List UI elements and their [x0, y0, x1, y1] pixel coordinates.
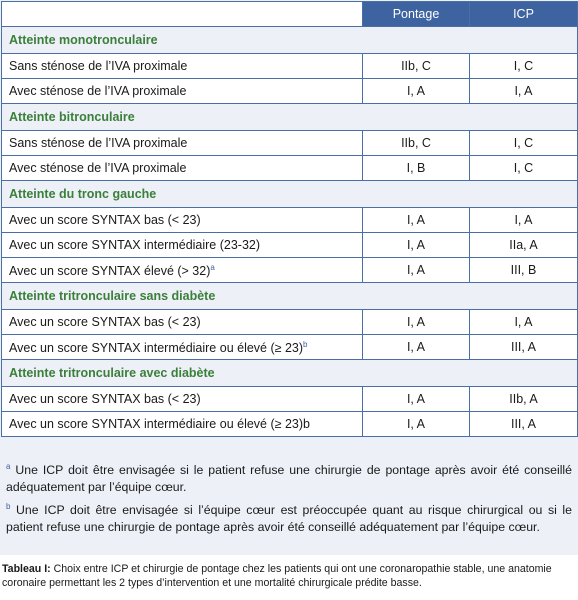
table-row: Avec un score SYNTAX intermédiaire (23-3… — [1, 232, 578, 258]
row-label: Avec un score SYNTAX bas (< 23) — [9, 213, 201, 227]
row-label: Avec un score SYNTAX élevé (> 32) — [9, 263, 211, 278]
icp-value: I, A — [469, 309, 578, 335]
row-label-cell: Avec sténose de l’IVA proximale — [1, 155, 363, 181]
footnotes: a Une ICP doit être envisagée si le pati… — [6, 458, 572, 538]
icp-value: IIb, A — [469, 386, 578, 412]
table-row: Avec un score SYNTAX intermédiaire ou él… — [1, 334, 578, 360]
section-title: Atteinte tritronculaire sans diabète — [1, 282, 578, 310]
icp-value: I, A — [469, 207, 578, 233]
section-title: Atteinte monotronculaire — [1, 26, 578, 54]
table-row: Avec sténose de l’IVA proximale I, A I, A — [1, 78, 578, 104]
pontage-value: I, A — [362, 232, 470, 258]
pontage-value: I, A — [362, 78, 470, 104]
row-label-cell: Sans sténose de l’IVA proximale — [1, 53, 363, 79]
row-label: Avec un score SYNTAX bas (< 23) — [9, 315, 201, 329]
row-label-cell: Avec sténose de l’IVA proximale — [1, 78, 363, 104]
table-row: Avec un score SYNTAX élevé (> 32)a I, A II… — [1, 257, 578, 283]
footnote-reference: a — [210, 262, 215, 272]
section-row: Atteinte monotronculaire — [1, 26, 578, 54]
footnote-a: a Une ICP doit être envisagée si le pati… — [6, 458, 572, 496]
icp-value: III, B — [469, 257, 578, 283]
pontage-value: I, A — [362, 309, 470, 335]
footnote-mark: a — [6, 462, 11, 471]
table-row: Avec un score SYNTAX bas (< 23) I, A I, A — [1, 309, 578, 335]
icp-value: IIa, A — [469, 232, 578, 258]
caption-text: Choix entre ICP et chirurgie de pontage … — [2, 563, 552, 589]
row-label: Avec sténose de l’IVA proximale — [9, 161, 187, 175]
header-icp: ICP — [469, 1, 578, 27]
icp-value: I, C — [469, 155, 578, 181]
table-row: Sans sténose de l’IVA proximale IIb, C I, … — [1, 53, 578, 79]
row-label-cell: Avec un score SYNTAX bas (< 23) — [1, 207, 363, 233]
table-row: Avec sténose de l’IVA proximale I, B I, C — [1, 155, 578, 181]
table-caption: Tableau I: Choix entre ICP et chirurgie … — [2, 563, 576, 590]
icp-value: I, C — [469, 53, 578, 79]
icp-value: I, A — [469, 78, 578, 104]
caption-label: Tableau I: — [2, 563, 51, 575]
footnote-text: Une ICP doit être envisagée si l’équipe … — [6, 503, 572, 534]
pontage-value: I, A — [362, 257, 470, 283]
row-label-cell: Avec un score SYNTAX élevé (> 32)a — [1, 257, 363, 283]
section-row: Atteinte tritronculaire avec diabète — [1, 359, 578, 387]
icp-value: III, A — [469, 411, 578, 437]
pontage-value: I, A — [362, 386, 470, 412]
icp-value: III, A — [469, 334, 578, 360]
table-panel: Pontage ICP Atteinte monotronculaire Sans… — [0, 0, 578, 555]
footnote-b: b Une ICP doit être envisagée si l’équip… — [6, 498, 572, 536]
pontage-value: I, A — [362, 207, 470, 233]
pontage-value: I, B — [362, 155, 470, 181]
section-title: Atteinte tritronculaire avec diabète — [1, 359, 578, 387]
table-header-row: Pontage ICP — [1, 1, 578, 27]
row-label-cell: Avec un score SYNTAX bas (< 23) — [1, 386, 363, 412]
section-title: Atteinte bitronculaire — [1, 103, 578, 131]
table-body: Atteinte monotronculaire Sans sténose de … — [1, 26, 578, 437]
row-label: Avec sténose de l’IVA proximale — [9, 84, 187, 98]
footnote-mark: b — [6, 502, 11, 511]
row-label: Sans sténose de l’IVA proximale — [9, 136, 188, 150]
recommendation-table: Pontage ICP Atteinte monotronculaire Sans… — [1, 1, 578, 437]
footnote-text: Une ICP doit être envisagée si le patien… — [6, 463, 572, 494]
row-label: Avec un score SYNTAX bas (< 23) — [9, 392, 201, 406]
row-label-cell: Avec un score SYNTAX intermédiaire ou él… — [1, 334, 363, 360]
pontage-value: IIb, C — [362, 130, 470, 156]
icp-value: I, C — [469, 130, 578, 156]
section-row: Atteinte du tronc gauche — [1, 180, 578, 208]
section-row: Atteinte tritronculaire sans diabète — [1, 282, 578, 310]
table-row: Avec un score SYNTAX bas (< 23) I, A I, A — [1, 207, 578, 233]
pontage-value: IIb, C — [362, 53, 470, 79]
row-label-cell: Avec un score SYNTAX intermédiaire ou él… — [1, 411, 363, 437]
row-label-cell: Sans sténose de l’IVA proximale — [1, 130, 363, 156]
header-blank-cell — [1, 1, 363, 27]
pontage-value: I, A — [362, 334, 470, 360]
header-pontage: Pontage — [362, 1, 470, 27]
row-label: Avec un score SYNTAX intermédiaire (23-3… — [9, 238, 261, 252]
row-label-cell: Avec un score SYNTAX intermédiaire (23-3… — [1, 232, 363, 258]
table-row: Sans sténose de l’IVA proximale IIb, C I, … — [1, 130, 578, 156]
table-row: Avec un score SYNTAX bas (< 23) I, A IIb, … — [1, 386, 578, 412]
section-row: Atteinte bitronculaire — [1, 103, 578, 131]
section-title: Atteinte du tronc gauche — [1, 180, 578, 208]
row-label: Avec un score SYNTAX intermédiaire ou él… — [9, 417, 310, 431]
pontage-value: I, A — [362, 411, 470, 437]
table-row: Avec un score SYNTAX intermédiaire ou él… — [1, 411, 578, 437]
row-label-cell: Avec un score SYNTAX bas (< 23) — [1, 309, 363, 335]
row-label: Avec un score SYNTAX intermédiaire ou él… — [9, 340, 304, 355]
footnote-reference: b — [303, 339, 308, 349]
row-label: Sans sténose de l’IVA proximale — [9, 59, 188, 73]
